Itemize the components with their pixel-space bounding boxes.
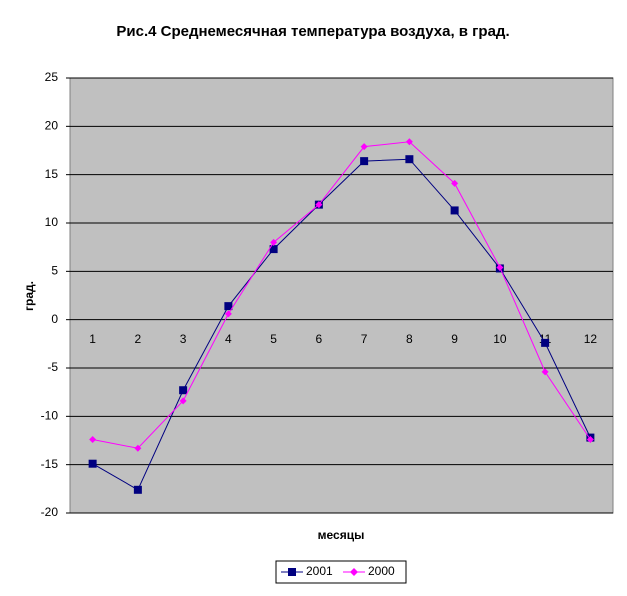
- marker: [88, 459, 97, 468]
- y-tick-label: -10: [41, 409, 59, 423]
- legend: [275, 560, 407, 584]
- x-tick-label: 5: [270, 332, 277, 346]
- marker: [360, 157, 369, 166]
- marker: [179, 386, 188, 395]
- marker: [270, 238, 278, 246]
- plot-area: [69, 77, 614, 514]
- marker: [133, 485, 142, 494]
- marker: [496, 263, 504, 271]
- y-axis-label: град.: [22, 281, 36, 311]
- x-tick-label: 10: [493, 332, 507, 346]
- legend-marker: [350, 568, 358, 576]
- marker: [360, 143, 368, 151]
- x-tick-label: 8: [406, 332, 413, 346]
- y-tick-label: 20: [45, 119, 59, 133]
- marker: [89, 436, 97, 444]
- marker: [450, 206, 459, 215]
- y-tick-label: 15: [45, 167, 59, 181]
- x-tick-label: 6: [316, 332, 323, 346]
- y-tick-label: 0: [51, 312, 58, 326]
- marker: [541, 338, 550, 347]
- legend-label: 2000: [368, 564, 395, 578]
- x-tick-label: 9: [451, 332, 458, 346]
- marker: [586, 436, 594, 444]
- marker: [269, 245, 278, 254]
- x-tick-label: 12: [584, 332, 598, 346]
- series-line: [92, 141, 591, 449]
- marker: [179, 397, 187, 405]
- series-line: [92, 158, 591, 491]
- marker: [315, 201, 323, 209]
- x-tick-label: 7: [361, 332, 368, 346]
- y-tick-label: 5: [51, 264, 58, 278]
- marker: [224, 310, 232, 318]
- y-tick-label: -5: [47, 360, 58, 374]
- marker: [451, 179, 459, 187]
- marker: [224, 302, 233, 311]
- marker: [405, 138, 413, 146]
- y-tick-label: 25: [45, 70, 59, 84]
- x-tick-label: 1: [89, 332, 96, 346]
- y-tick-label: -20: [41, 505, 59, 519]
- y-tick-label: 10: [45, 215, 59, 229]
- x-tick-label: 3: [180, 332, 187, 346]
- marker: [541, 368, 549, 376]
- x-tick-label: 2: [135, 332, 142, 346]
- y-tick-label: -15: [41, 457, 59, 471]
- legend-items: 2001 2000: [281, 564, 395, 578]
- marker: [405, 155, 414, 164]
- legend-marker: [288, 568, 296, 576]
- marker: [134, 444, 142, 452]
- chart-title: Рис.4 Среднемесячная температура воздуха…: [116, 23, 509, 40]
- legend-label: 2001: [306, 564, 333, 578]
- x-tick-label: 4: [225, 332, 232, 346]
- x-axis-label: месяцы: [318, 528, 365, 542]
